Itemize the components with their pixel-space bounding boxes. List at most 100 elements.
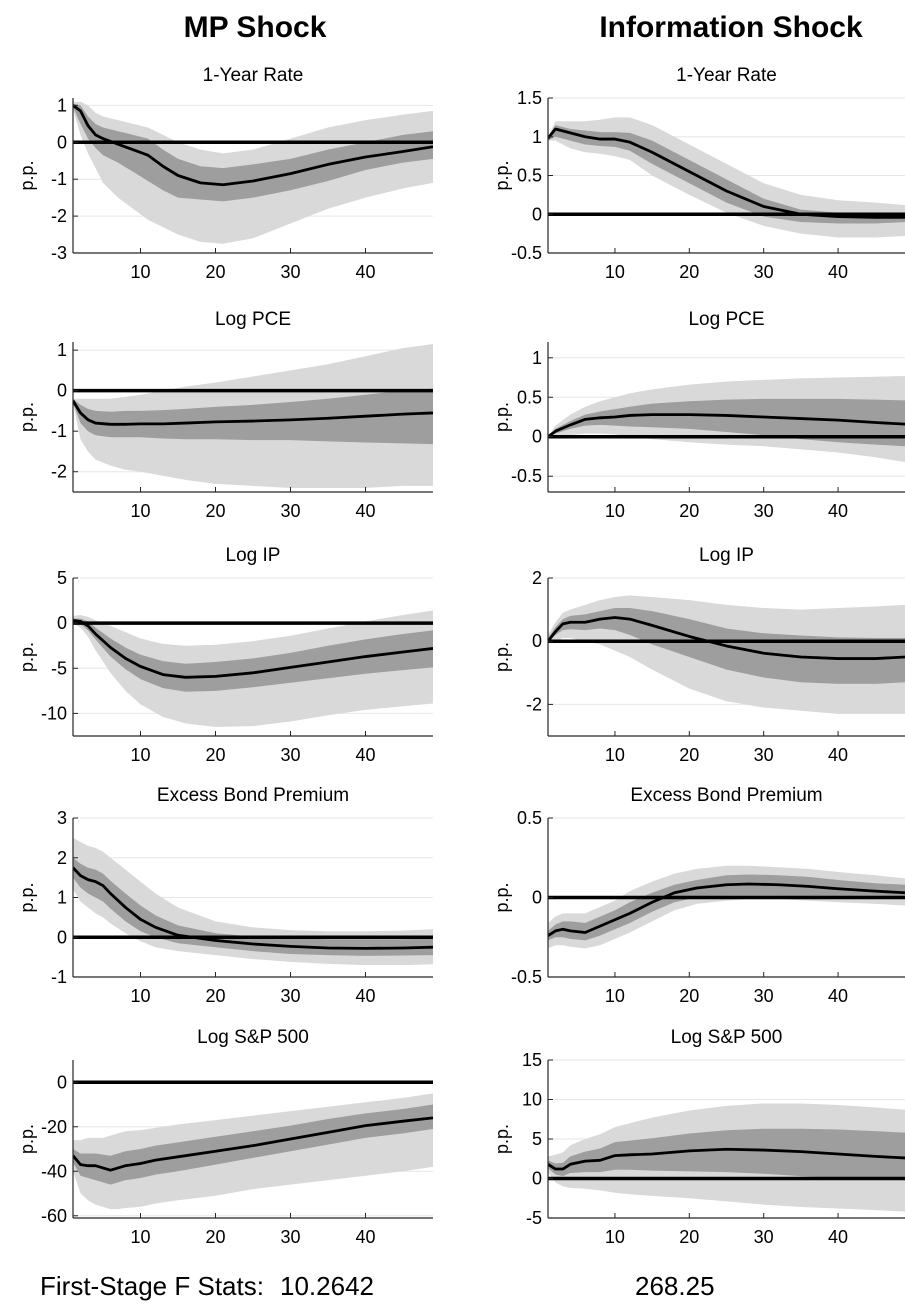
panel-mp-shock-log-pce-xtick-label-2: 30 (280, 501, 300, 521)
panel-mp-shock-log-pce: -2 -1 0 1 10 20 30 40 Log PCE p.p. (17, 309, 433, 521)
panel-mp-shock-log-s-p-500-xtick-label-0: 10 (130, 1227, 150, 1247)
panel-mp-shock-excess-bond-premium-xtick-label-2: 30 (280, 986, 300, 1006)
panel-information-shock-log-s-p-500-ytick-label-1: 0 (532, 1169, 542, 1189)
panel-information-shock-log-ip-median-line (548, 616, 905, 660)
panel-information-shock-log-s-p-500-ytick-label-2: 5 (532, 1129, 542, 1149)
column-title-mp-shock: MP Shock (184, 11, 327, 44)
panel-mp-shock-log-s-p-500-xtick-label-1: 20 (205, 1227, 225, 1247)
panel-mp-shock-1-year-rate-ytick-label-3: 0 (57, 132, 67, 152)
panel-information-shock-excess-bond-premium-xtick-label-3: 40 (828, 986, 848, 1006)
panel-information-shock-log-pce-ytick-label-0: -0.5 (511, 466, 542, 486)
panel-mp-shock-log-pce-median-line (73, 400, 433, 426)
panel-mp-shock-excess-bond-premium-ytick-label-4: 3 (57, 808, 67, 828)
panel-mp-shock-1-year-rate-title: 1-Year Rate (203, 65, 304, 86)
panel-mp-shock-log-s-p-500: -60 -40 -20 0 10 20 30 40 Log S&P 500 p.p. (17, 1027, 433, 1247)
panel-mp-shock-log-pce-ylabel: p.p. (17, 402, 37, 432)
panel-mp-shock-excess-bond-premium-ytick-label-1: 0 (57, 927, 67, 947)
panel-information-shock-excess-bond-premium: -0.5 0 0.5 10 20 30 40 Excess Bond Premium p.p. (492, 785, 905, 1006)
panel-mp-shock-excess-bond-premium-ytick-label-2: 1 (57, 888, 67, 908)
panel-mp-shock-log-ip-ylabel: p.p. (17, 642, 37, 672)
panel-information-shock-log-ip-ylabel: p.p. (492, 642, 512, 672)
panel-information-shock-excess-bond-premium-ytick-label-2: 0.5 (517, 808, 542, 828)
panel-mp-shock-log-pce-xtick-label-3: 40 (355, 501, 375, 521)
panel-information-shock-log-ip-ytick-label-1: 0 (532, 631, 542, 651)
panel-mp-shock-log-pce-title: Log PCE (215, 309, 291, 330)
panel-information-shock-log-ip-xtick-label-3: 40 (828, 745, 848, 765)
panel-information-shock-log-pce-xtick-label-0: 10 (605, 501, 625, 521)
panel-mp-shock-log-s-p-500-ylabel: p.p. (17, 1124, 37, 1154)
panel-information-shock-log-ip-xtick-label-0: 10 (605, 745, 625, 765)
f-stats-label: First-Stage F Stats: (40, 1271, 264, 1301)
panel-mp-shock-1-year-rate-xtick-label-0: 10 (130, 262, 150, 282)
f-stats-info-value: 268.25 (635, 1271, 715, 1301)
panel-information-shock-log-s-p-500-xtick-label-0: 10 (605, 1227, 625, 1247)
panel-mp-shock-1-year-rate-ytick-label-1: -2 (51, 206, 67, 226)
panel-mp-shock-excess-bond-premium: -1 0 1 2 3 10 20 30 40 Excess Bond Premium p.p. (17, 785, 433, 1006)
panel-information-shock-log-ip-ytick-label-0: -2 (526, 694, 542, 714)
panel-information-shock-log-pce-ytick-label-1: 0 (532, 427, 542, 447)
panel-information-shock-log-pce-median-line (548, 413, 905, 438)
panel-mp-shock-log-s-p-500-ytick-label-3: 0 (57, 1072, 67, 1092)
panel-mp-shock-excess-bond-premium-xtick-label-1: 20 (205, 986, 225, 1006)
panel-information-shock-excess-bond-premium-title: Excess Bond Premium (630, 785, 822, 806)
panel-mp-shock-1-year-rate-ylabel: p.p. (17, 160, 37, 190)
panel-mp-shock-1-year-rate-ytick-label-0: -3 (51, 243, 67, 263)
panel-mp-shock-log-s-p-500-xtick-label-2: 30 (280, 1227, 300, 1247)
panel-information-shock-excess-bond-premium-xtick-label-1: 20 (679, 986, 699, 1006)
panel-mp-shock-log-ip-ytick-label-0: -10 (41, 703, 67, 723)
panel-mp-shock-log-ip-ytick-label-2: 0 (57, 613, 67, 633)
panel-mp-shock-log-s-p-500-xtick-label-3: 40 (355, 1227, 375, 1247)
f-stats-mp-value: 10.2642 (280, 1271, 374, 1301)
panel-information-shock-1-year-rate-ytick-label-4: 1.5 (517, 88, 542, 108)
panel-information-shock-excess-bond-premium-ytick-label-1: 0 (532, 888, 542, 908)
panel-mp-shock-1-year-rate-xtick-label-2: 30 (280, 262, 300, 282)
panel-information-shock-log-s-p-500-ytick-label-3: 10 (522, 1090, 542, 1110)
panel-mp-shock-log-ip-title: Log IP (226, 545, 281, 566)
column-title-information-shock: Information Shock (599, 11, 863, 44)
panel-information-shock-log-s-p-500-title: Log S&P 500 (671, 1027, 783, 1048)
panel-mp-shock-1-year-rate-median-line (73, 104, 433, 187)
panel-mp-shock-excess-bond-premium-xtick-label-0: 10 (130, 986, 150, 1006)
panel-information-shock-1-year-rate-inner-band (548, 125, 905, 224)
panel-mp-shock-log-pce-xtick-label-0: 10 (130, 501, 150, 521)
panel-information-shock-log-pce-inner-band (548, 398, 905, 447)
panel-information-shock-log-s-p-500-ytick-label-4: 15 (522, 1050, 542, 1070)
panel-mp-shock-log-ip-xtick-label-3: 40 (355, 745, 375, 765)
panel-information-shock-log-ip: -2 0 2 10 20 30 40 Log IP p.p. (492, 545, 905, 765)
panel-mp-shock-1-year-rate-ytick-label-4: 1 (57, 95, 67, 115)
panel-information-shock-log-ip-title: Log IP (699, 545, 754, 566)
panel-information-shock-excess-bond-premium-inner-band (548, 874, 905, 941)
panel-information-shock-excess-bond-premium-xtick-label-0: 10 (605, 986, 625, 1006)
panel-information-shock-log-s-p-500-ylabel: p.p. (492, 1124, 512, 1154)
panel-information-shock-log-pce-xtick-label-1: 20 (679, 501, 699, 521)
panel-information-shock-log-pce-ytick-label-2: 0.5 (517, 387, 542, 407)
panel-mp-shock-log-pce-inner-band (73, 388, 433, 445)
panel-information-shock-1-year-rate-ytick-label-3: 1 (532, 127, 542, 147)
panel-information-shock-1-year-rate-ytick-label-2: 0.5 (517, 166, 542, 186)
panel-information-shock-log-pce-ylabel: p.p. (492, 402, 512, 432)
panel-mp-shock-1-year-rate-xtick-label-1: 20 (205, 262, 225, 282)
panel-information-shock-log-pce-ytick-label-3: 1 (532, 348, 542, 368)
panel-mp-shock-excess-bond-premium-ytick-label-3: 2 (57, 848, 67, 868)
panel-information-shock-1-year-rate-median-line (548, 127, 905, 219)
panel-information-shock-log-s-p-500-xtick-label-3: 40 (828, 1227, 848, 1247)
panel-information-shock-log-s-p-500-ytick-label-0: -5 (526, 1208, 542, 1228)
panel-mp-shock-excess-bond-premium-median-line (73, 866, 433, 950)
panel-information-shock-1-year-rate-xtick-label-3: 40 (828, 262, 848, 282)
panel-information-shock-excess-bond-premium-median-line (548, 882, 905, 937)
panel-mp-shock-log-s-p-500-ytick-label-2: -20 (41, 1117, 67, 1137)
panel-mp-shock-log-pce-ytick-label-2: 0 (57, 381, 67, 401)
panel-information-shock-log-s-p-500-inner-band (548, 1128, 905, 1181)
panel-information-shock-excess-bond-premium-ytick-label-0: -0.5 (511, 967, 542, 987)
panel-mp-shock-excess-bond-premium-ylabel: p.p. (17, 882, 37, 912)
panel-information-shock-1-year-rate-ytick-label-1: 0 (532, 204, 542, 224)
panel-mp-shock-log-ip-ytick-label-3: 5 (57, 568, 67, 588)
panel-mp-shock-excess-bond-premium-xtick-label-3: 40 (355, 986, 375, 1006)
panel-information-shock-1-year-rate: -0.5 0 0.5 1 1.5 10 20 30 40 1-Year Rate p.p. (492, 65, 905, 282)
panel-information-shock-log-s-p-500-xtick-label-1: 20 (679, 1227, 699, 1247)
panel-mp-shock-1-year-rate-xtick-label-3: 40 (355, 262, 375, 282)
panel-mp-shock-log-ip-xtick-label-1: 20 (205, 745, 225, 765)
panel-mp-shock-log-s-p-500-title: Log S&P 500 (197, 1027, 309, 1048)
panel-information-shock-log-pce: -0.5 0 0.5 1 10 20 30 40 Log PCE p.p. (492, 309, 905, 521)
